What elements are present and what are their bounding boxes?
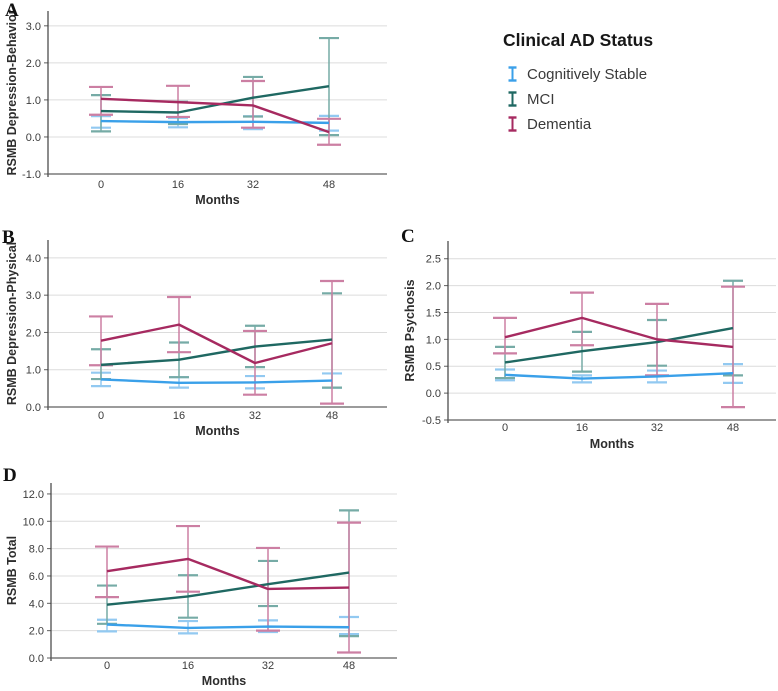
svg-text:0: 0 — [98, 410, 104, 422]
svg-text:4.0: 4.0 — [26, 253, 41, 265]
chart-depression-behavior: 3.0 2.0 1.0 0.0 -1.0 0 16 32 48 Months RSMB Depres… — [5, 9, 387, 207]
svg-text:1.5: 1.5 — [426, 307, 441, 319]
svg-text:-1.0: -1.0 — [22, 169, 41, 181]
panel-label-d: D — [3, 465, 17, 486]
svg-text:6.0: 6.0 — [29, 571, 44, 583]
error-bar-icon — [508, 66, 517, 82]
panel-b: B 4.0 3.0 2.0 1.0 0.0 0 16 32 48 Months RSMB Depre… — [0, 222, 430, 454]
svg-text:48: 48 — [727, 422, 739, 434]
legend-item-label: MCI — [527, 90, 555, 108]
svg-text:3.0: 3.0 — [26, 21, 41, 33]
error-bar-icon — [508, 116, 517, 132]
svg-text:Months: Months — [202, 674, 246, 688]
svg-text:32: 32 — [249, 410, 261, 422]
svg-text:0: 0 — [104, 660, 110, 672]
chart-psychosis: 2.5 2.0 1.5 1.0 0.5 0.0 -0.5 0 16 32 48 Months RSMB … — [403, 241, 776, 451]
error-bar-icon — [508, 91, 517, 107]
legend: Clinical AD Status Cognitively Stable MC… — [497, 30, 772, 140]
svg-text:2.0: 2.0 — [29, 626, 44, 638]
svg-text:Months: Months — [590, 437, 634, 451]
svg-text:8.0: 8.0 — [29, 544, 44, 556]
svg-text:10.0: 10.0 — [23, 516, 44, 528]
svg-text:32: 32 — [262, 660, 274, 672]
svg-text:Months: Months — [195, 193, 239, 207]
svg-text:1.0: 1.0 — [426, 334, 441, 346]
svg-text:32: 32 — [651, 422, 663, 434]
svg-text:16: 16 — [182, 660, 194, 672]
legend-item-cognitively-stable: Cognitively Stable — [507, 65, 772, 83]
svg-text:48: 48 — [326, 410, 338, 422]
svg-text:2.0: 2.0 — [26, 58, 41, 70]
svg-text:RSMB Total: RSMB Total — [5, 536, 19, 605]
panel-label-a: A — [5, 0, 19, 21]
svg-text:RSMB Psychosis: RSMB Psychosis — [403, 279, 417, 381]
legend-item-label: Cognitively Stable — [527, 65, 648, 83]
panel-d: D 12.0 10.0 8.0 6.0 4.0 2.0 0.0 0 16 32 48 Months RS… — [0, 453, 430, 691]
legend-item-dementia: Dementia — [507, 115, 772, 133]
svg-text:RSMB Depression-Physical: RSMB Depression-Physical — [5, 242, 19, 405]
svg-text:3.0: 3.0 — [26, 290, 41, 302]
svg-text:4.0: 4.0 — [29, 598, 44, 610]
legend-item-label: Dementia — [527, 115, 592, 133]
panel-c: C 2.5 2.0 1.5 1.0 0.5 0.0 -0.5 0 16 32 48 Months RSM… — [390, 222, 778, 460]
svg-text:RSMB Depression-Behavior: RSMB Depression-Behavior — [5, 9, 19, 175]
svg-text:0.5: 0.5 — [426, 361, 441, 373]
svg-text:0: 0 — [502, 422, 508, 434]
legend-title: Clinical AD Status — [503, 30, 654, 50]
chart-depression-physical: 4.0 3.0 2.0 1.0 0.0 0 16 32 48 Months RSMB Depress… — [5, 240, 387, 438]
svg-text:2.0: 2.0 — [426, 281, 441, 293]
svg-text:1.0: 1.0 — [26, 95, 41, 107]
svg-text:0.0: 0.0 — [29, 653, 44, 665]
svg-text:Months: Months — [195, 424, 239, 438]
chart-total: 12.0 10.0 8.0 6.0 4.0 2.0 0.0 0 16 32 48 Months RSMB… — [5, 483, 397, 688]
svg-text:12.0: 12.0 — [23, 489, 44, 501]
svg-text:48: 48 — [323, 179, 335, 191]
svg-text:16: 16 — [576, 422, 588, 434]
svg-text:16: 16 — [173, 410, 185, 422]
svg-text:-0.5: -0.5 — [422, 415, 441, 427]
svg-text:32: 32 — [247, 179, 259, 191]
svg-text:48: 48 — [343, 660, 355, 672]
panel-a: A 3.0 2.0 1.0 0.0 -1.0 0 16 32 48 Months RSMB Depr… — [0, 0, 430, 220]
panel-label-c: C — [401, 226, 415, 247]
svg-text:16: 16 — [172, 179, 184, 191]
svg-text:1.0: 1.0 — [26, 365, 41, 377]
svg-text:0.0: 0.0 — [26, 132, 41, 144]
legend-item-mci: MCI — [507, 90, 772, 108]
svg-text:0.0: 0.0 — [26, 402, 41, 414]
svg-text:0.0: 0.0 — [426, 388, 441, 400]
svg-text:0: 0 — [98, 179, 104, 191]
svg-text:2.5: 2.5 — [426, 254, 441, 266]
svg-text:2.0: 2.0 — [26, 327, 41, 339]
panel-label-b: B — [2, 227, 15, 248]
